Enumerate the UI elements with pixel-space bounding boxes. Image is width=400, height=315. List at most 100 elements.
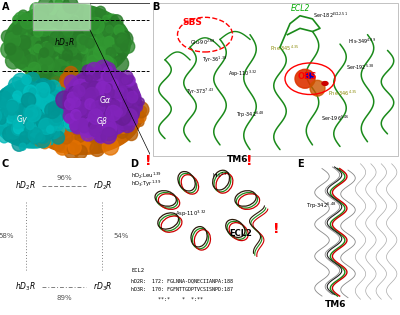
Circle shape: [66, 104, 80, 119]
Circle shape: [25, 123, 34, 133]
Circle shape: [62, 88, 72, 97]
Circle shape: [3, 127, 17, 142]
Circle shape: [44, 66, 56, 78]
Circle shape: [70, 28, 83, 42]
Circle shape: [90, 137, 105, 153]
Circle shape: [119, 79, 126, 88]
Circle shape: [72, 106, 81, 115]
Circle shape: [38, 116, 53, 132]
Circle shape: [124, 101, 138, 116]
Circle shape: [40, 36, 54, 51]
Circle shape: [84, 76, 95, 88]
Circle shape: [8, 116, 18, 126]
Circle shape: [74, 111, 80, 118]
Circle shape: [109, 73, 124, 88]
Circle shape: [50, 5, 58, 14]
Circle shape: [27, 92, 35, 101]
Circle shape: [38, 116, 51, 129]
Circle shape: [100, 97, 112, 109]
Circle shape: [51, 31, 66, 46]
Circle shape: [103, 115, 110, 123]
Circle shape: [38, 120, 45, 127]
Circle shape: [64, 66, 78, 81]
Circle shape: [63, 63, 70, 71]
Circle shape: [27, 40, 33, 47]
Circle shape: [28, 108, 39, 119]
Circle shape: [87, 50, 102, 66]
Circle shape: [19, 104, 34, 119]
Circle shape: [71, 110, 84, 124]
Circle shape: [95, 24, 107, 37]
Circle shape: [73, 37, 81, 45]
Circle shape: [82, 113, 98, 130]
Circle shape: [101, 41, 111, 51]
Circle shape: [101, 128, 116, 144]
Circle shape: [53, 108, 62, 118]
Circle shape: [57, 41, 66, 51]
Circle shape: [93, 95, 108, 111]
Circle shape: [88, 142, 98, 153]
Text: rD$_3$R: rD$_3$R: [93, 280, 112, 293]
Circle shape: [73, 86, 79, 93]
Circle shape: [20, 49, 30, 60]
Circle shape: [24, 104, 34, 115]
Circle shape: [27, 117, 35, 125]
Circle shape: [96, 98, 106, 109]
Circle shape: [52, 60, 67, 76]
Circle shape: [14, 112, 21, 120]
Circle shape: [89, 97, 105, 113]
Circle shape: [62, 32, 72, 44]
Circle shape: [35, 108, 52, 125]
Circle shape: [98, 64, 113, 80]
Circle shape: [32, 82, 42, 92]
Circle shape: [104, 109, 110, 116]
Circle shape: [107, 86, 120, 100]
Circle shape: [5, 43, 16, 55]
Circle shape: [100, 87, 114, 103]
Circle shape: [100, 113, 109, 122]
Circle shape: [69, 99, 78, 108]
Circle shape: [50, 74, 60, 84]
Circle shape: [95, 94, 102, 101]
Circle shape: [116, 114, 122, 121]
Circle shape: [66, 104, 81, 119]
Circle shape: [44, 90, 51, 97]
Circle shape: [40, 94, 56, 110]
Circle shape: [27, 117, 40, 131]
Circle shape: [11, 88, 26, 104]
Circle shape: [82, 65, 93, 77]
Circle shape: [53, 32, 62, 41]
Circle shape: [88, 120, 101, 134]
Circle shape: [28, 116, 43, 132]
Circle shape: [67, 30, 77, 40]
Circle shape: [48, 101, 62, 116]
Circle shape: [80, 118, 91, 130]
Circle shape: [114, 104, 129, 120]
Text: G$\beta$: G$\beta$: [96, 115, 108, 128]
Circle shape: [38, 115, 44, 122]
Circle shape: [89, 46, 102, 60]
Circle shape: [37, 119, 44, 127]
Circle shape: [83, 92, 90, 100]
Text: hD$_3$:Tyr$^{1.39}$: hD$_3$:Tyr$^{1.39}$: [131, 179, 162, 189]
Circle shape: [40, 123, 50, 133]
Circle shape: [70, 20, 84, 35]
Circle shape: [41, 102, 51, 112]
Circle shape: [63, 27, 79, 45]
Circle shape: [86, 75, 92, 82]
Text: hD$_2$:Leu$^{1.39}$: hD$_2$:Leu$^{1.39}$: [131, 171, 162, 181]
Circle shape: [24, 108, 32, 117]
Circle shape: [38, 109, 53, 125]
Circle shape: [61, 66, 68, 73]
Circle shape: [94, 95, 100, 101]
Circle shape: [80, 61, 92, 74]
Circle shape: [69, 95, 79, 106]
Circle shape: [58, 143, 64, 149]
Circle shape: [68, 110, 78, 120]
Circle shape: [117, 121, 129, 133]
Circle shape: [78, 100, 90, 112]
Circle shape: [86, 82, 97, 93]
Circle shape: [62, 34, 75, 48]
Circle shape: [16, 120, 30, 135]
Circle shape: [27, 98, 41, 113]
